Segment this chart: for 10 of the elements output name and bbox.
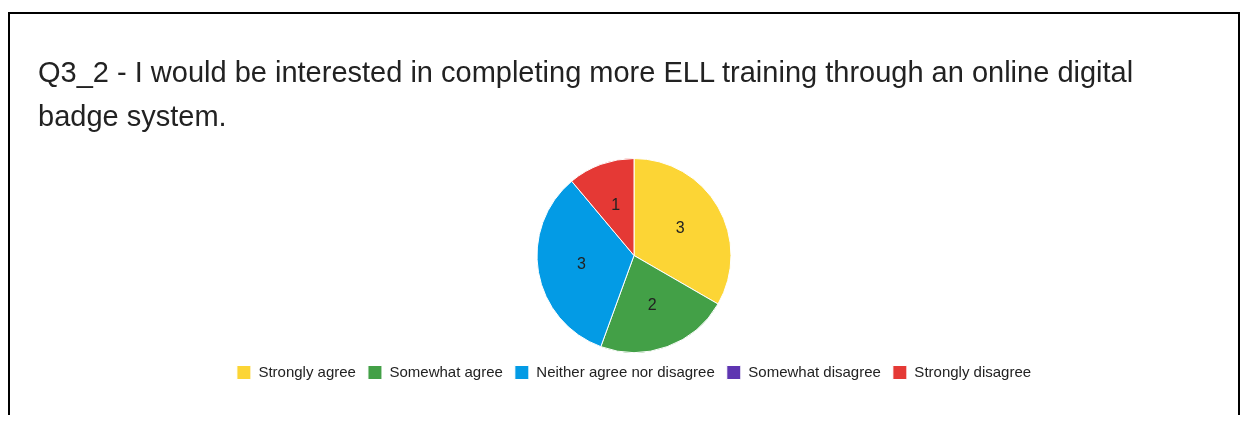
legend-label: Strongly agree	[258, 362, 356, 380]
data-label: 3	[577, 255, 587, 273]
legend-label: Neither agree nor disagree	[536, 362, 715, 380]
data-label: 1	[611, 195, 621, 213]
data-label: 2	[647, 296, 657, 314]
data-label: 3	[675, 219, 685, 237]
legend-label: Somewhat agree	[389, 362, 503, 380]
legend-label: Strongly disagree	[914, 362, 1032, 380]
chart-title: Q3_2 - I would be interested in completing more ELL training through an online digital badge system.	[38, 55, 1135, 134]
legend-label: Somewhat disagree	[748, 362, 881, 380]
